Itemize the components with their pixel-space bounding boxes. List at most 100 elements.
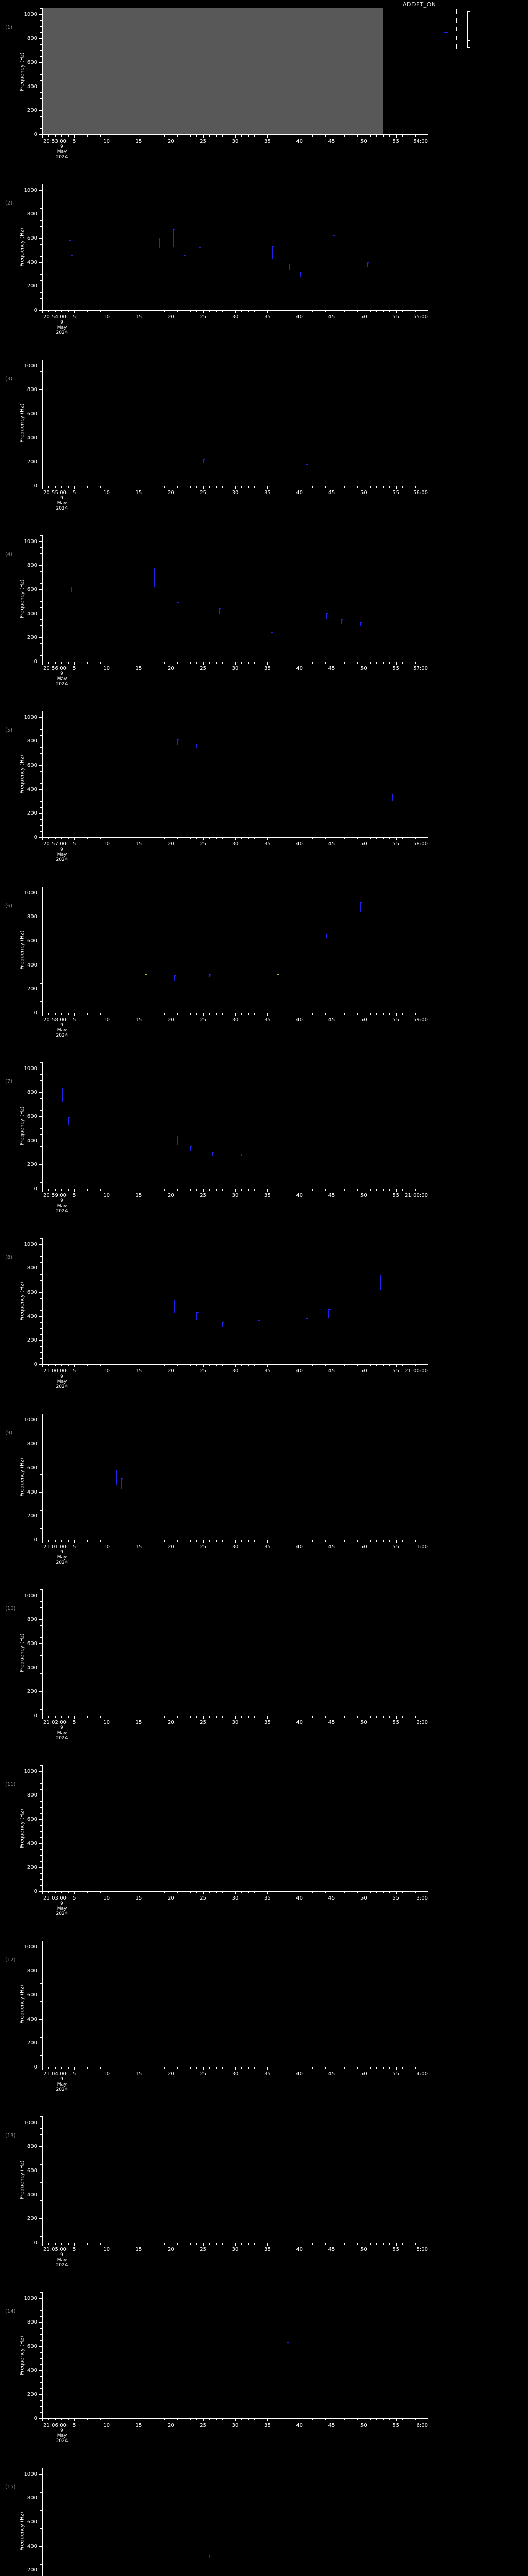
x-axis-minor-tick — [389, 310, 390, 312]
date-line: 2024 — [56, 506, 68, 511]
x-axis-end-label: 21:00:00 — [405, 1193, 428, 1198]
x-axis-tick — [74, 837, 75, 840]
x-axis-minor-tick — [164, 1189, 165, 1191]
y-axis-tick-label: 800 — [27, 2144, 37, 2150]
plot-area[interactable] — [42, 887, 428, 1013]
x-axis-minor-tick — [177, 310, 178, 312]
y-axis-minor-tick — [40, 801, 42, 802]
x-axis-minor-tick — [68, 662, 69, 664]
x-axis-minor-tick — [177, 2243, 178, 2245]
plot-area[interactable] — [42, 1238, 428, 1364]
x-axis-minor-tick — [325, 134, 326, 137]
x-axis-minor-tick — [177, 486, 178, 488]
x-axis-tick-label: 5 — [73, 1895, 76, 1901]
x-axis-minor-tick — [241, 1364, 242, 1366]
x-axis-tick — [395, 486, 397, 489]
x-axis-minor-tick — [68, 1364, 69, 1366]
x-axis-minor-tick — [357, 1364, 358, 1366]
detection-mark — [212, 1151, 213, 1156]
y-axis-tick-label: 800 — [27, 2319, 37, 2326]
x-axis-tick-label: 40 — [296, 1368, 303, 1374]
x-axis-minor-tick — [48, 1716, 50, 1718]
x-axis-minor-tick — [376, 1189, 377, 1191]
x-axis-date-label: 9 May 2024 — [56, 1901, 68, 1917]
x-axis-minor-tick — [164, 2067, 165, 2069]
y-axis-minor-tick — [40, 2334, 42, 2335]
plot-area[interactable] — [42, 1062, 428, 1189]
y-axis-minor-tick — [40, 1855, 42, 1856]
x-axis-minor-tick — [100, 1540, 101, 1542]
plot-area[interactable] — [42, 1765, 428, 1891]
detection-mark — [328, 1309, 329, 1319]
x-axis-minor-tick — [254, 486, 255, 488]
plot-area[interactable] — [42, 184, 428, 310]
detection-mark-cap — [177, 739, 179, 740]
detection-mark — [71, 587, 72, 592]
y-axis-minor-tick — [40, 1298, 42, 1299]
x-axis-minor-tick — [177, 1364, 178, 1366]
x-axis-date-label: 9 May 2024 — [56, 1198, 68, 1214]
x-axis-minor-tick — [376, 2418, 377, 2420]
date-line: 9 — [60, 1198, 63, 1204]
x-axis-minor-tick — [402, 2067, 403, 2069]
x-axis-tick — [267, 2418, 268, 2421]
y-axis-title: Frequency (Hz) — [19, 2511, 25, 2551]
y-axis-minor-tick — [40, 1607, 42, 1608]
y-axis-tick — [39, 717, 42, 718]
x-axis-minor-tick — [344, 1013, 345, 1015]
x-axis-minor-tick — [389, 1364, 390, 1366]
x-axis-tick-label: 20 — [167, 1193, 174, 1198]
y-axis-title-box: Frequency (Hz) — [15, 360, 25, 486]
x-axis-tick-label: 20 — [167, 1895, 174, 1901]
x-axis-minor-tick — [376, 1013, 377, 1015]
x-axis-tick — [42, 486, 43, 489]
detection-mark-cap — [70, 255, 73, 256]
plot-area[interactable] — [42, 2292, 428, 2418]
y-axis-title: Frequency (Hz) — [19, 227, 25, 267]
date-line: 9 — [60, 1725, 63, 1731]
y-axis-title-box: Frequency (Hz) — [15, 887, 25, 1013]
x-axis-minor-tick — [376, 2243, 377, 2245]
plot-area[interactable] — [42, 360, 428, 486]
y-axis-tick-label: 800 — [27, 1617, 37, 1623]
plot-area[interactable] — [42, 711, 428, 837]
plot-area[interactable] — [42, 2468, 428, 2576]
plot-area[interactable] — [42, 1589, 428, 1716]
x-axis-tick — [267, 1891, 268, 1894]
x-axis-tick-label: 15 — [135, 139, 142, 144]
y-axis-minor-tick — [40, 2164, 42, 2165]
y-axis-title-box: Frequency (Hz) — [15, 2116, 25, 2243]
y-axis-tick — [39, 1643, 42, 1644]
x-axis-minor-tick — [370, 1364, 371, 1366]
plot-area[interactable] — [42, 1941, 428, 2067]
plot-area[interactable] — [42, 8, 428, 134]
plot-area[interactable] — [42, 2116, 428, 2243]
plot-area[interactable] — [42, 535, 428, 662]
y-axis-line — [42, 2116, 43, 2243]
y-axis-minor-tick — [40, 1528, 42, 1529]
y-axis-minor-tick — [40, 1861, 42, 1862]
y-axis-minor-tick — [40, 32, 42, 33]
x-axis-minor-tick — [177, 2067, 178, 2069]
x-axis-tick-label: 30 — [232, 1720, 239, 1725]
panel-number: (4) — [5, 552, 13, 557]
x-axis-minor-tick — [87, 310, 88, 312]
x-axis-minor-tick — [389, 2418, 390, 2420]
x-axis-end-label: 4:00 — [416, 2071, 428, 2077]
detection-mark — [159, 237, 160, 248]
y-axis-tick-label: 1000 — [24, 714, 37, 720]
y-axis-tick-label: 0 — [34, 659, 37, 665]
x-axis-tick — [235, 1891, 236, 1894]
x-axis-tick-label: 40 — [296, 841, 303, 847]
x-axis-start-label: 21:01:00 — [43, 1544, 67, 1550]
x-axis-minor-tick — [190, 2418, 191, 2420]
detection-mark — [360, 622, 361, 626]
x-axis-minor-tick — [402, 2418, 403, 2420]
x-axis-tick — [395, 134, 397, 138]
y-axis-tick — [39, 2298, 42, 2299]
plot-area[interactable] — [42, 1414, 428, 1540]
x-axis-minor-tick — [61, 1189, 62, 1191]
x-axis-tick-label: 45 — [328, 666, 335, 671]
x-axis-tick — [203, 837, 204, 840]
y-axis-tick — [39, 1492, 42, 1493]
